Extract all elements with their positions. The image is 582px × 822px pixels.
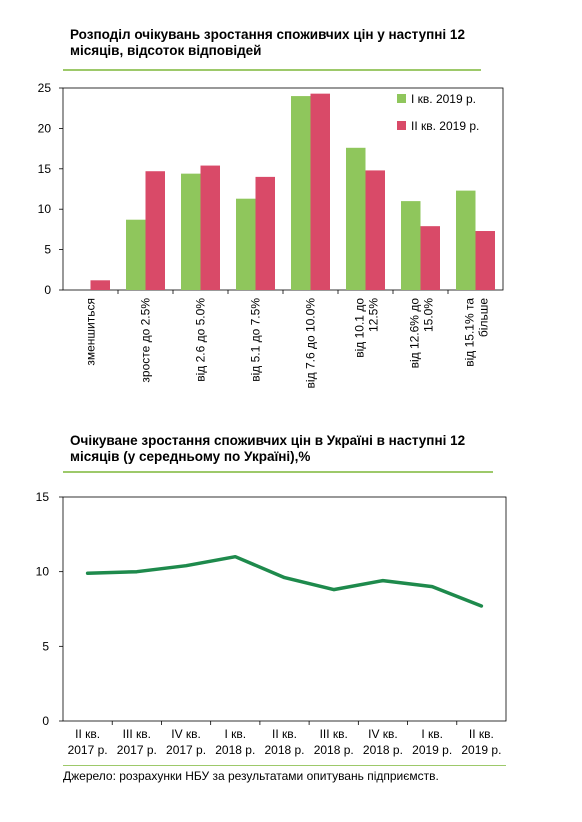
line-chart-title-rule: [63, 471, 493, 473]
y-tick-label: 15: [36, 490, 50, 504]
y-tick-label: 0: [44, 283, 51, 297]
bar-1: [346, 147, 366, 290]
x-category-label: зросте до 2.5%: [139, 298, 153, 383]
bar-1: [401, 201, 421, 290]
y-tick-label: 25: [38, 81, 52, 95]
x-category-label: від 2.6 до 5.0%: [194, 298, 208, 382]
bar-2: [365, 170, 385, 290]
bar-2: [475, 231, 495, 290]
bar-1: [181, 173, 201, 290]
plot-frame: [62, 496, 507, 722]
y-tick-label: 10: [38, 202, 52, 216]
bar-2: [420, 226, 440, 290]
x-tick-label: IV кв. 2018 р.: [363, 727, 403, 757]
x-tick-label: ІІ кв. 2018 р.: [264, 727, 304, 757]
source-note: Джерело: розрахунки НБУ за результатами …: [63, 769, 439, 783]
x-tick-label: I кв. 2019 р.: [412, 727, 452, 757]
y-tick-label: 5: [42, 639, 49, 653]
legend-label: ІІ кв. 2019 р.: [411, 119, 479, 133]
y-tick-label: 10: [36, 565, 50, 579]
bar-chart: 0 5 10 15 20 25 зменшиться зросте до 2.5% від 2.…: [38, 81, 504, 389]
bar-2: [200, 165, 220, 290]
bar-2: [90, 280, 110, 290]
x-tick-label: ІІІ кв. 2017 р.: [117, 727, 157, 757]
legend-swatch: [397, 94, 406, 103]
y-tick-label: 0: [42, 714, 49, 728]
x-tick-label: ІІ кв. 2019 р.: [461, 727, 501, 757]
legend-label: I кв. 2019 р.: [411, 92, 476, 106]
bar-1: [291, 96, 311, 290]
x-tick-label: I кв. 2018 р.: [215, 727, 255, 757]
y-tick-label: 20: [38, 121, 52, 135]
bar-2: [255, 176, 275, 290]
x-tick-label: IV кв. 2017 р.: [166, 727, 206, 757]
bar-chart-title-rule: [63, 69, 481, 71]
y-tick-label: 5: [44, 243, 51, 257]
y-tick-label: 15: [38, 162, 52, 176]
bar-2: [310, 93, 330, 290]
series-line: [85, 554, 484, 608]
bar-2: [145, 171, 165, 290]
bar-chart-title: Розподіл очікувань зростання споживчих ц…: [70, 27, 465, 58]
bar-1: [126, 219, 146, 290]
legend-swatch: [397, 121, 406, 130]
x-category-label: від 10.1 до12.5%: [353, 298, 381, 358]
x-category-label: від 12.6% до15.0%: [408, 298, 436, 369]
bar-1: [456, 190, 476, 290]
line-chart-title: Очікуване зростання споживчих цін в Укра…: [70, 433, 466, 464]
x-category-label: від 15.1% табільше: [463, 298, 491, 367]
x-category-label: від 7.6 до 10.0%: [304, 298, 318, 389]
line-chart: 0 5 10 15 ІІ кв. 2017 р. ІІІ кв. 2017 р. IV кв. 2…: [36, 490, 507, 757]
source-rule: [63, 765, 506, 766]
x-tick-label: ІІ кв. 2017 р.: [68, 727, 108, 757]
x-category-label: від 5.1 до 7.5%: [249, 298, 263, 382]
x-category-label: зменшиться: [84, 298, 98, 366]
bar-1: [236, 198, 256, 290]
x-tick-label: ІІІ кв. 2018 р.: [314, 727, 354, 757]
